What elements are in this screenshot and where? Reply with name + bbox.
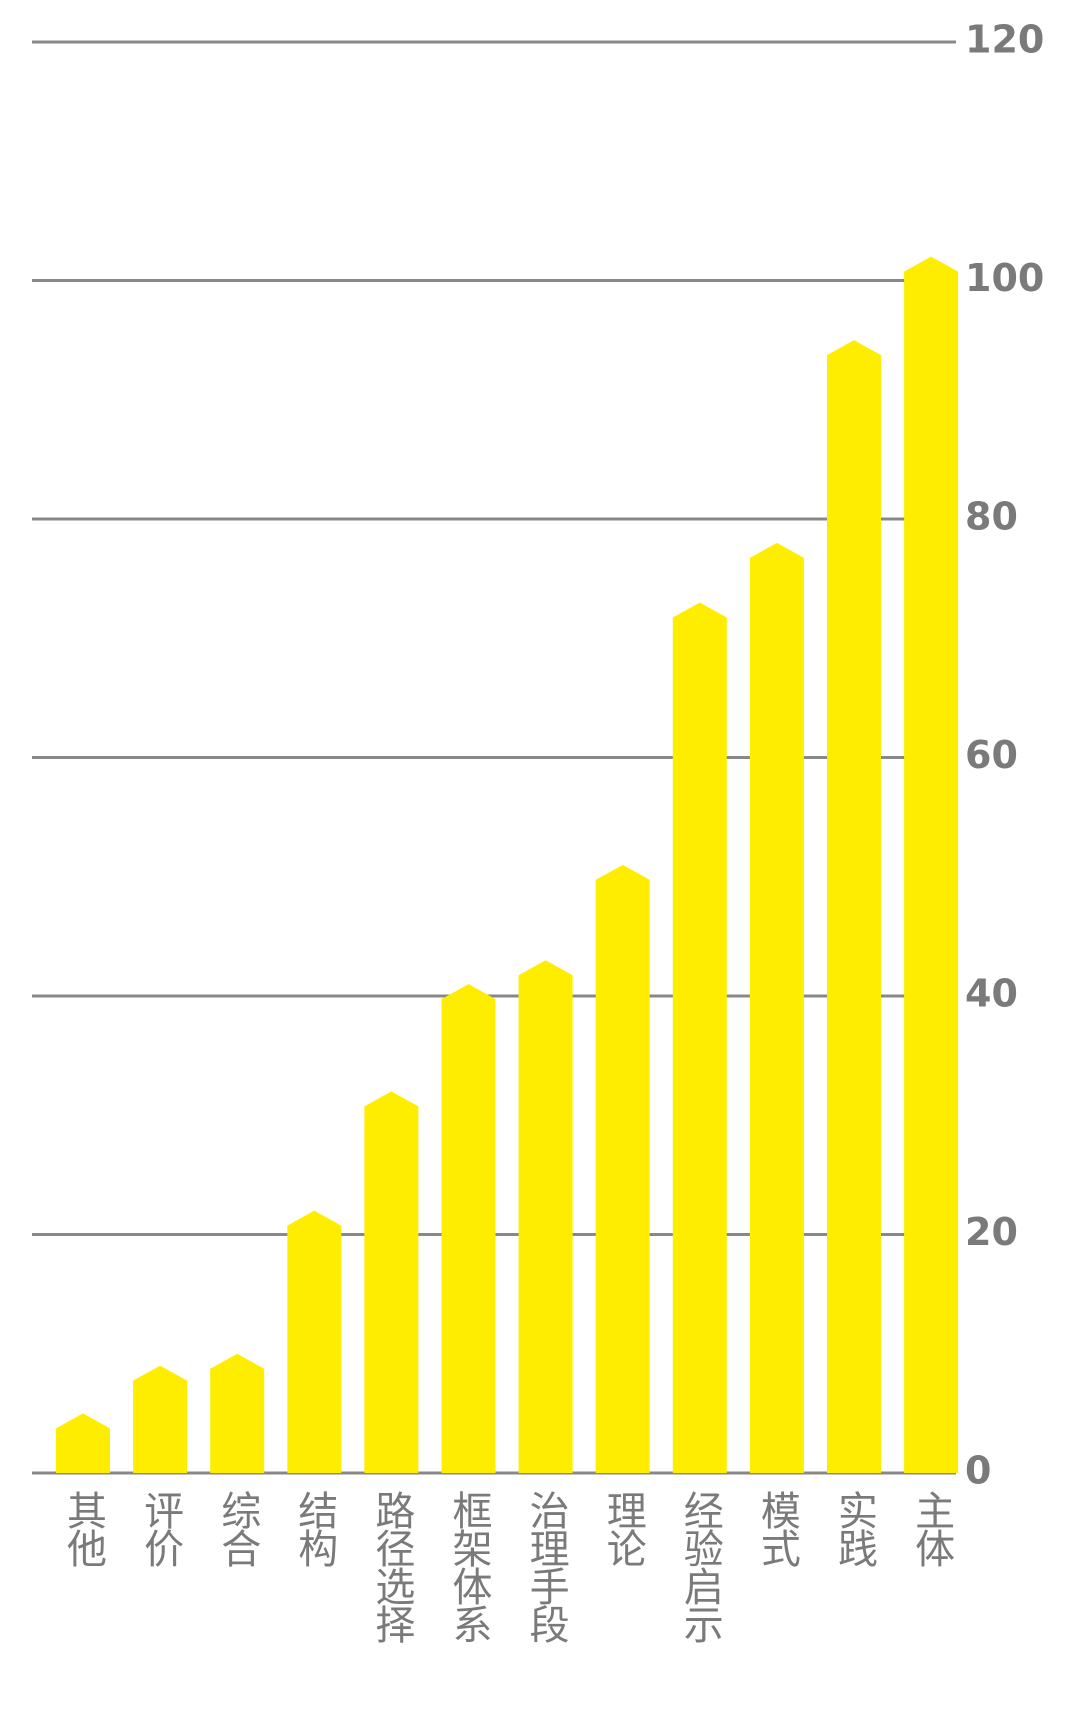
x-tick-label: 框架体系 xyxy=(446,1490,492,1642)
x-tick-label: 路径选择 xyxy=(368,1490,414,1644)
y-tick-label: 20 xyxy=(965,1210,1018,1254)
x-tick-label: 治理手段 xyxy=(523,1490,569,1644)
x-tick-label: 结构 xyxy=(291,1490,337,1567)
x-tick-label: 理论 xyxy=(600,1490,646,1567)
y-tick-label: 60 xyxy=(965,733,1018,777)
y-tick-label: 0 xyxy=(965,1449,991,1493)
bar xyxy=(518,960,573,1473)
x-tick-label: 综合 xyxy=(214,1490,260,1567)
bar xyxy=(287,1210,342,1473)
y-tick-label: 120 xyxy=(965,18,1044,62)
x-tick-label: 评价 xyxy=(137,1490,183,1567)
bar xyxy=(672,602,727,1473)
x-tick-label: 经验启示 xyxy=(677,1490,723,1643)
bar xyxy=(210,1353,265,1473)
x-tick-label: 主体 xyxy=(908,1490,954,1567)
x-tick-label: 实践 xyxy=(831,1490,877,1567)
bar xyxy=(364,1091,419,1473)
x-tick-label: 模式 xyxy=(754,1490,800,1567)
bar xyxy=(56,1413,110,1473)
bar xyxy=(133,1365,188,1473)
bar xyxy=(827,340,881,1473)
y-tick-label: 40 xyxy=(965,972,1018,1016)
y-tick-label: 80 xyxy=(965,495,1018,539)
x-tick-label: 其他 xyxy=(60,1490,107,1567)
bar xyxy=(441,984,496,1473)
y-tick-label: 100 xyxy=(965,256,1044,300)
bar xyxy=(904,256,959,1473)
bar xyxy=(595,864,650,1473)
bar xyxy=(749,542,804,1473)
